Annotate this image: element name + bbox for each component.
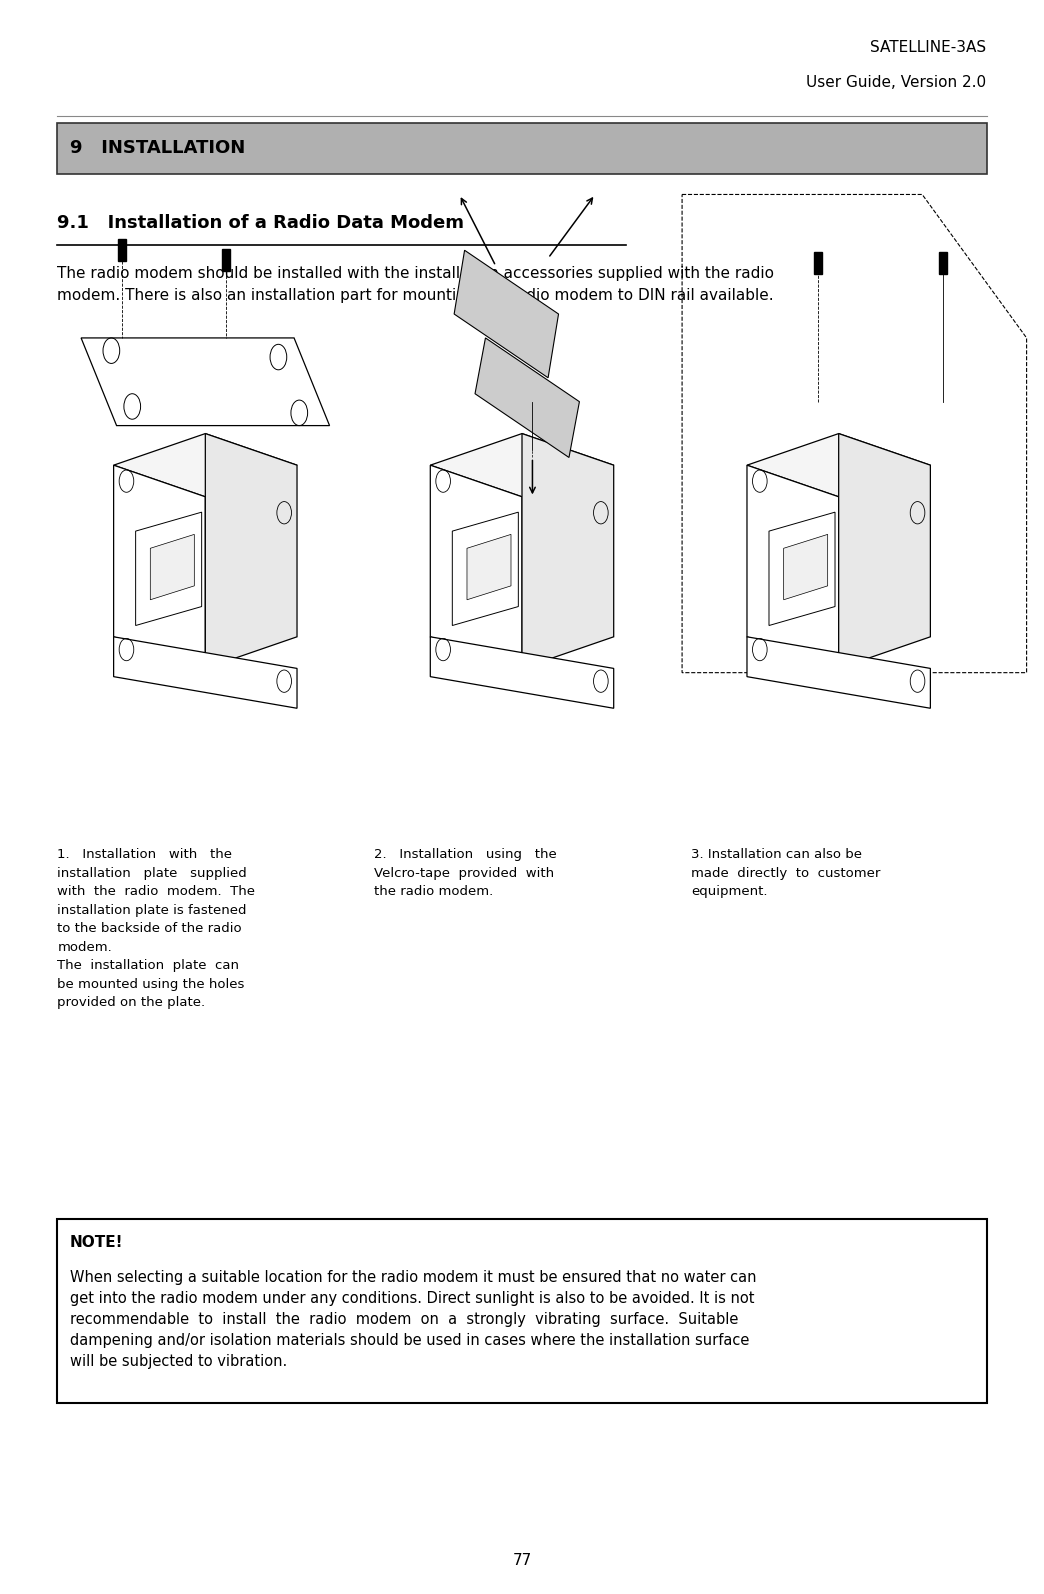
Polygon shape xyxy=(452,512,518,625)
Bar xyxy=(222,249,231,271)
Polygon shape xyxy=(522,434,614,668)
Polygon shape xyxy=(454,250,559,378)
Polygon shape xyxy=(746,465,838,668)
Bar xyxy=(939,252,947,274)
Text: 2.   Installation   using   the
Velcro-tape  provided  with
the radio modem.: 2. Installation using the Velcro-tape pr… xyxy=(374,848,556,897)
Polygon shape xyxy=(467,534,511,599)
Polygon shape xyxy=(114,434,296,497)
Text: SATELLINE-3AS: SATELLINE-3AS xyxy=(871,40,987,54)
FancyBboxPatch shape xyxy=(57,1219,987,1403)
Text: The radio modem should be installed with the installation accessories supplied w: The radio modem should be installed with… xyxy=(57,266,775,303)
Polygon shape xyxy=(746,638,930,708)
Bar xyxy=(813,252,822,274)
Polygon shape xyxy=(430,434,614,497)
Polygon shape xyxy=(150,534,194,599)
Polygon shape xyxy=(838,434,930,668)
Text: 3. Installation can also be
made  directly  to  customer
equipment.: 3. Installation can also be made directl… xyxy=(691,848,880,897)
Text: NOTE!: NOTE! xyxy=(70,1235,123,1250)
Polygon shape xyxy=(430,638,614,708)
FancyBboxPatch shape xyxy=(57,123,987,174)
Polygon shape xyxy=(475,338,579,457)
Text: 9.1   Installation of a Radio Data Modem: 9.1 Installation of a Radio Data Modem xyxy=(57,214,465,231)
Text: 9   INSTALLATION: 9 INSTALLATION xyxy=(70,139,245,158)
Polygon shape xyxy=(206,434,296,668)
Text: When selecting a suitable location for the radio modem it must be ensured that n: When selecting a suitable location for t… xyxy=(70,1270,757,1369)
Text: User Guide, Version 2.0: User Guide, Version 2.0 xyxy=(806,75,987,89)
Polygon shape xyxy=(114,465,206,668)
Bar xyxy=(118,239,126,261)
Polygon shape xyxy=(784,534,828,599)
Text: 1.   Installation   with   the
installation   plate   supplied
with  the  radio : 1. Installation with the installation pl… xyxy=(57,848,256,1009)
Polygon shape xyxy=(746,434,930,497)
Text: 77: 77 xyxy=(513,1554,531,1568)
Polygon shape xyxy=(769,512,835,625)
Polygon shape xyxy=(430,465,522,668)
Polygon shape xyxy=(136,512,201,625)
Polygon shape xyxy=(114,638,296,708)
